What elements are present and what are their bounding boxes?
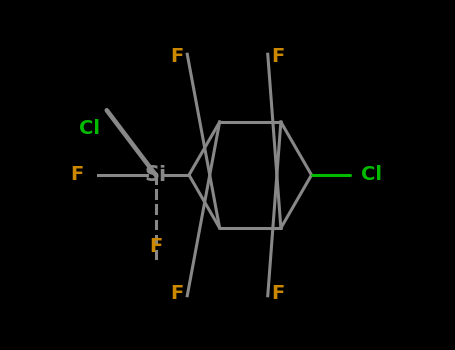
Text: F: F [271, 47, 284, 66]
Text: F: F [149, 237, 162, 256]
Text: F: F [271, 284, 284, 303]
Text: Cl: Cl [79, 119, 100, 138]
Text: Cl: Cl [360, 166, 381, 184]
Text: F: F [171, 284, 184, 303]
Text: F: F [71, 166, 84, 184]
Text: F: F [171, 47, 184, 66]
Text: Si: Si [145, 165, 167, 185]
